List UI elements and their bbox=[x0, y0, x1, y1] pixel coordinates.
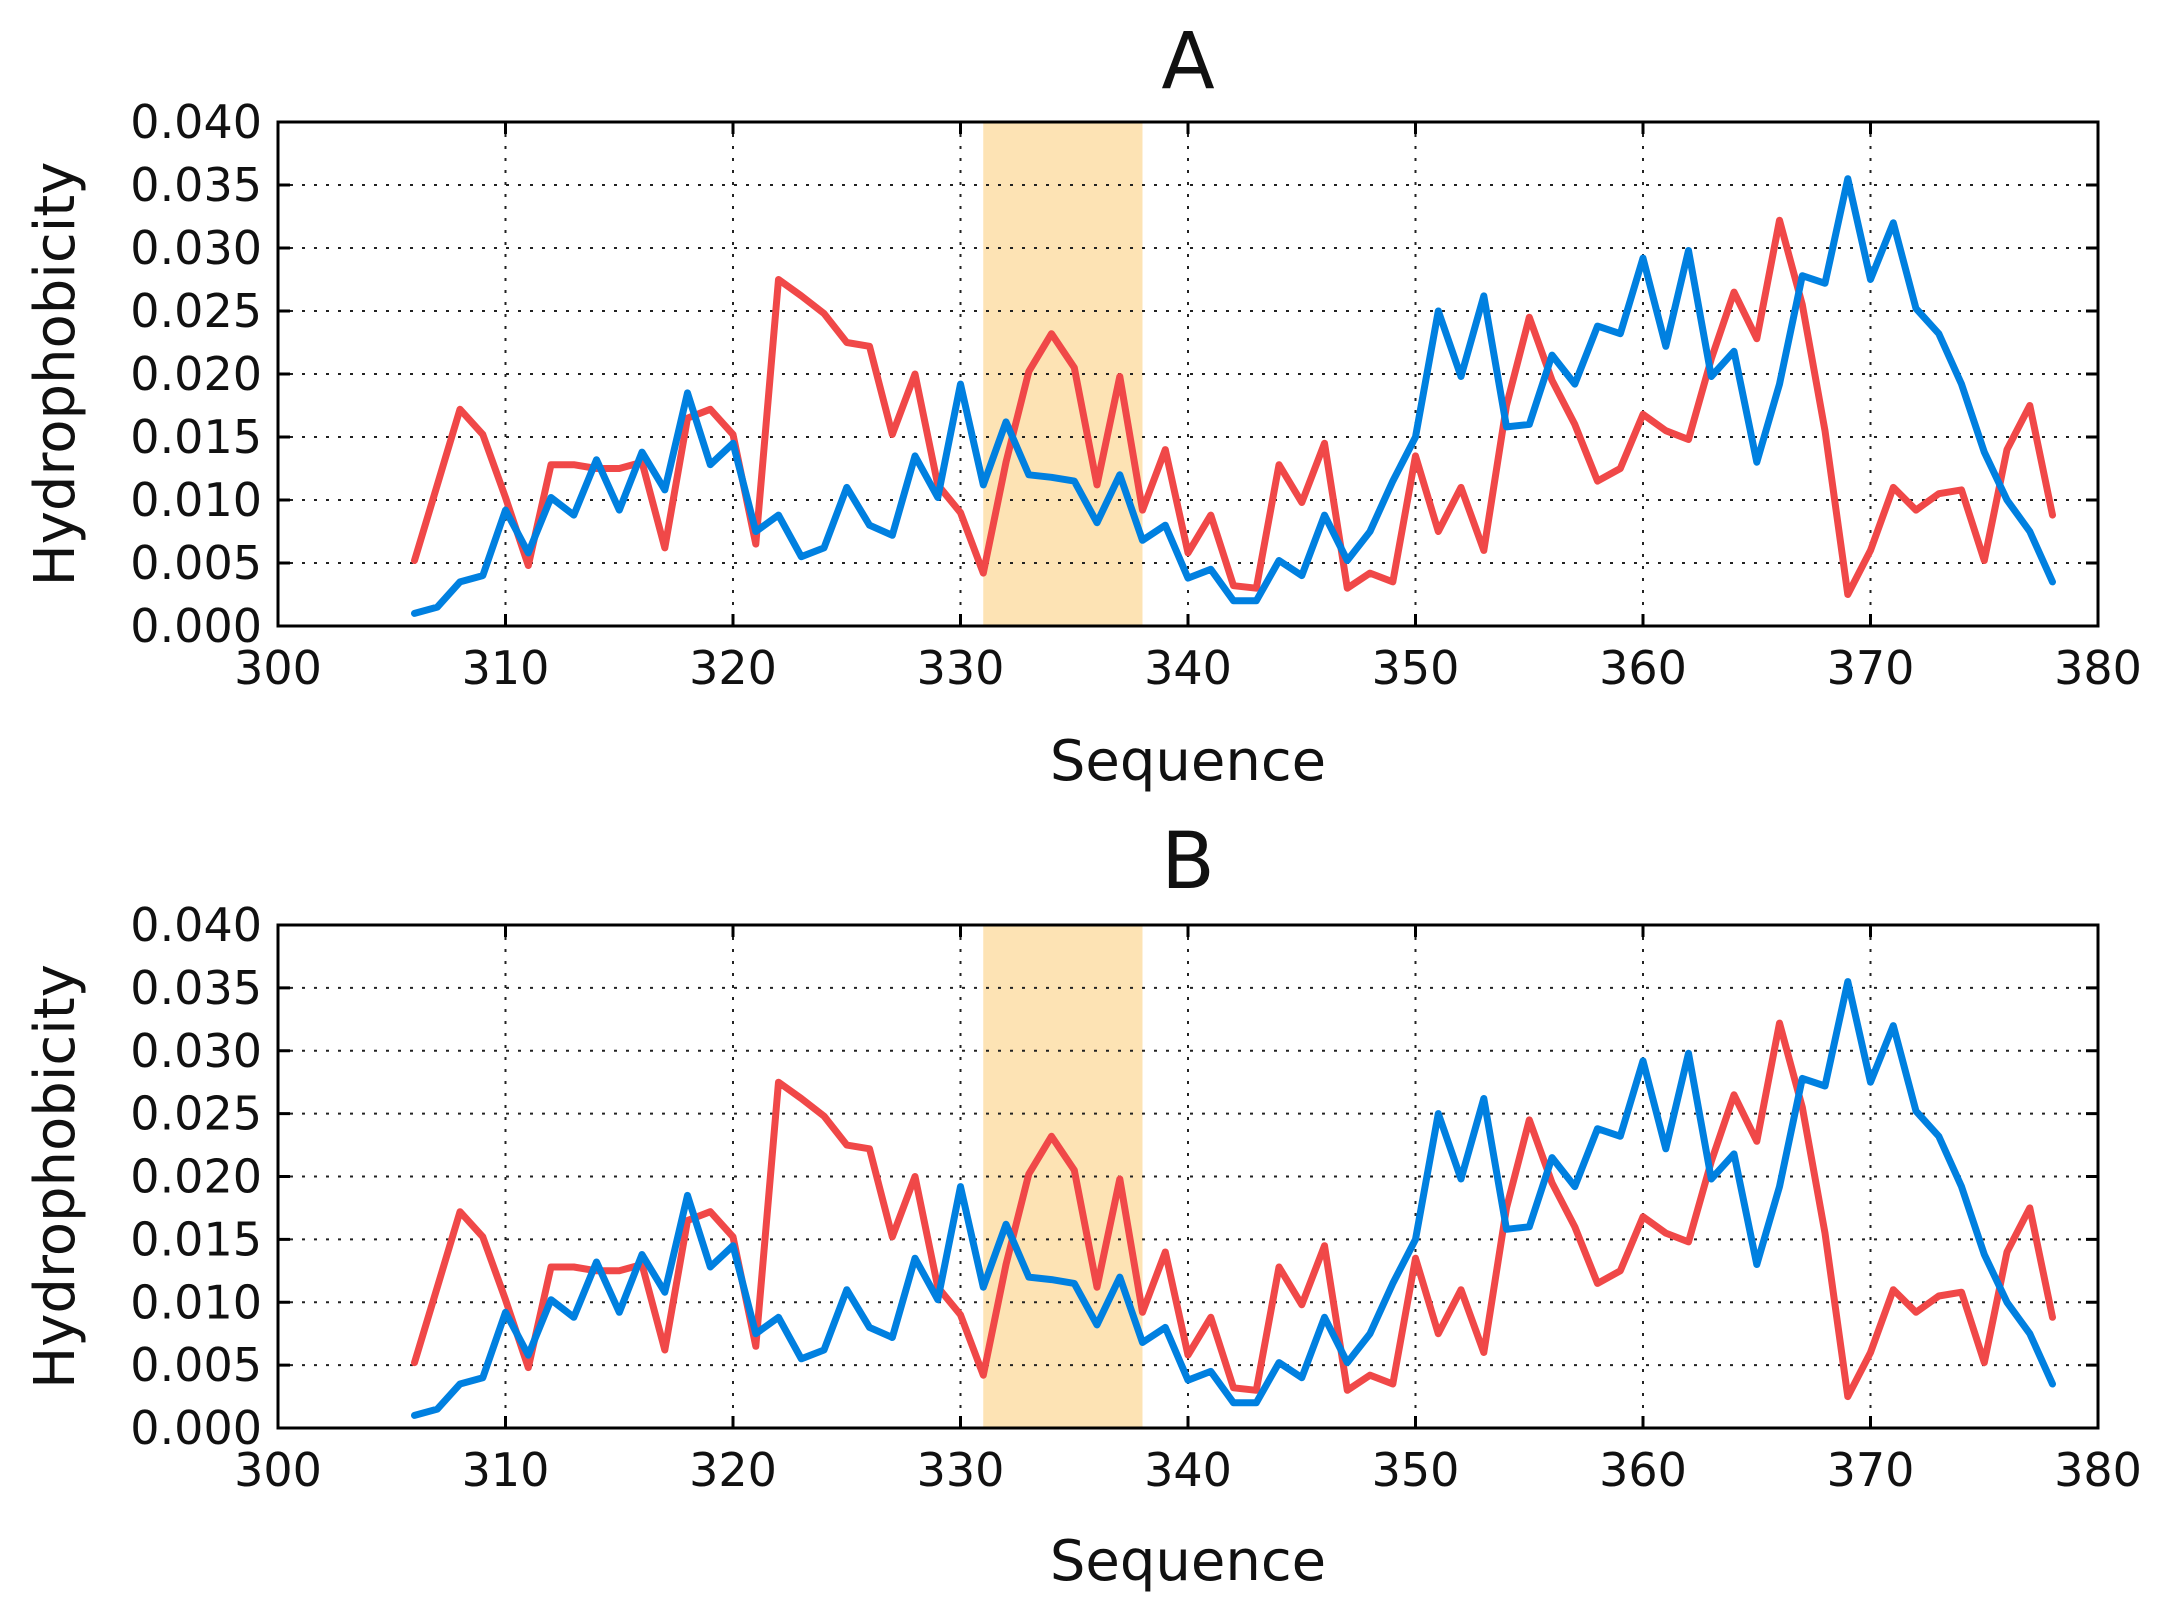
x-tick-label: 310 bbox=[462, 1443, 550, 1497]
x-tick-label: 330 bbox=[917, 1443, 1005, 1497]
y-tick-label: 0.000 bbox=[130, 1401, 262, 1455]
x-tick-label: 330 bbox=[917, 641, 1005, 695]
x-tick-label: 370 bbox=[1827, 641, 1915, 695]
x-tick-label: 350 bbox=[1372, 641, 1460, 695]
y-tick-label: 0.000 bbox=[130, 599, 262, 653]
highlight-region bbox=[983, 122, 1143, 626]
y-tick-label: 0.010 bbox=[130, 473, 262, 527]
y-tick-label: 0.010 bbox=[130, 1275, 262, 1329]
y-tick-label: 0.020 bbox=[130, 347, 262, 401]
y-tick-label: 0.025 bbox=[130, 284, 262, 338]
x-axis-label: Sequence bbox=[1050, 729, 1326, 794]
highlight-region bbox=[983, 925, 1143, 1428]
y-tick-label: 0.005 bbox=[130, 536, 262, 590]
y-axis-label: Hydrophobicity bbox=[23, 964, 88, 1389]
x-tick-label: 370 bbox=[1827, 1443, 1915, 1497]
y-tick-label: 0.040 bbox=[130, 898, 262, 952]
y-tick-label: 0.030 bbox=[130, 221, 262, 275]
x-tick-label: 320 bbox=[689, 1443, 777, 1497]
y-tick-label: 0.035 bbox=[130, 961, 262, 1015]
y-tick-label: 0.025 bbox=[130, 1087, 262, 1141]
x-tick-label: 300 bbox=[234, 641, 322, 695]
x-axis-label: Sequence bbox=[1050, 1529, 1326, 1594]
chart-panel-a: 300 310 320 330 340 350 360 370 380 0.000 0.005 0.0… bbox=[23, 17, 2142, 794]
series-line-red bbox=[411, 216, 2056, 598]
x-tick-label: 380 bbox=[2054, 641, 2142, 695]
y-tick-label: 0.020 bbox=[130, 1150, 262, 1204]
series-line-blue bbox=[411, 978, 2056, 1419]
series-line-red bbox=[411, 1019, 2056, 1401]
x-tick-label: 340 bbox=[1144, 1443, 1232, 1497]
x-tick-label: 360 bbox=[1599, 641, 1687, 695]
y-tick-label: 0.015 bbox=[130, 410, 262, 464]
chart-panel-b: 300 310 320 330 340 350 360 370 380 0.000 0.005 0.0… bbox=[23, 817, 2142, 1594]
chart-title: A bbox=[1161, 17, 1214, 107]
series-line-blue bbox=[411, 175, 2056, 617]
y-tick-label: 0.035 bbox=[130, 158, 262, 212]
chart-title: B bbox=[1161, 817, 1215, 907]
x-tick-label: 300 bbox=[234, 1443, 322, 1497]
y-tick-label: 0.015 bbox=[130, 1212, 262, 1266]
x-tick-label: 360 bbox=[1599, 1443, 1687, 1497]
x-tick-label: 320 bbox=[689, 641, 777, 695]
x-tick-label: 340 bbox=[1144, 641, 1232, 695]
x-tick-label: 310 bbox=[462, 641, 550, 695]
y-axis-label: Hydrophobicity bbox=[23, 162, 88, 587]
y-tick-label: 0.005 bbox=[130, 1338, 262, 1392]
y-tick-label: 0.030 bbox=[130, 1024, 262, 1078]
x-tick-label: 380 bbox=[2054, 1443, 2142, 1497]
y-tick-label: 0.040 bbox=[130, 95, 262, 149]
x-tick-label: 350 bbox=[1372, 1443, 1460, 1497]
